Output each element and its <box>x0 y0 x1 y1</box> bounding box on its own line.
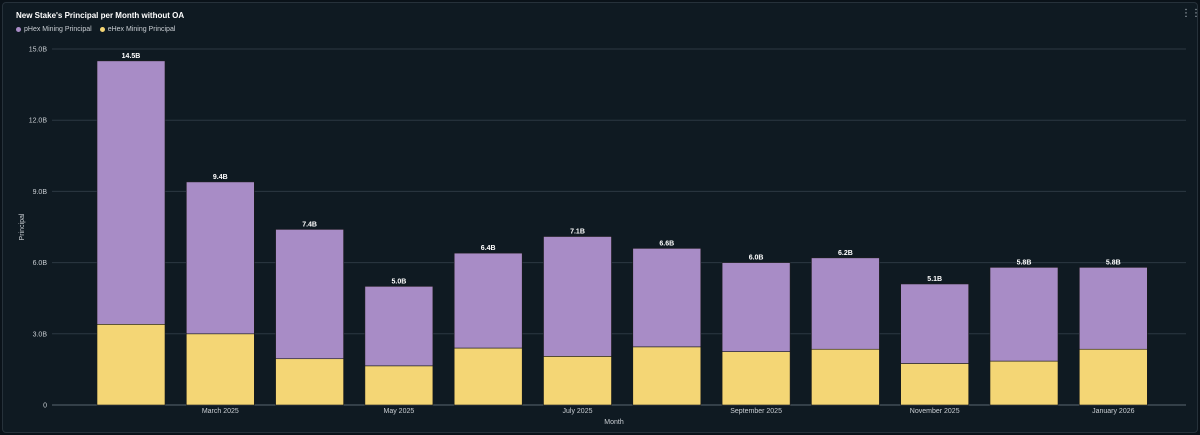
bar-phex <box>721 262 791 352</box>
bar-total-label: 7.1B <box>570 228 585 235</box>
bar-total-label: 5.0B <box>392 278 407 285</box>
x-tick-label: May 2025 <box>384 408 415 415</box>
bar-ehex <box>96 324 166 406</box>
y-tick-label: 12.0B <box>29 118 48 125</box>
legend-swatch-phex <box>16 27 21 32</box>
bar-phex <box>900 283 970 364</box>
bar-ehex <box>453 347 523 406</box>
bar-total-label: 7.4B <box>302 221 317 228</box>
bar-ehex <box>1079 348 1148 406</box>
bar-ehex <box>543 356 612 406</box>
x-tick-label: January 2026 <box>1092 408 1135 415</box>
bar-ehex <box>900 363 970 406</box>
y-tick-label: 6.0B <box>33 260 48 267</box>
bar-ehex <box>632 346 702 406</box>
bar-ehex <box>811 348 880 406</box>
bar-total-label: 14.5B <box>122 53 141 60</box>
bar-total-label: 6.0B <box>749 255 764 262</box>
bar-phex <box>186 181 255 335</box>
x-tick-label: July 2025 <box>563 408 593 415</box>
y-tick-label: 3.0B <box>33 331 48 338</box>
legend-item-phex[interactable]: pHex Mining Principal <box>16 26 92 33</box>
panel-menu-icon[interactable]: ⋮⋮ <box>1181 8 1200 19</box>
bar-total-label: 6.6B <box>659 240 674 247</box>
bar-total-label: 6.2B <box>838 250 853 257</box>
bar-phex <box>275 229 344 360</box>
y-tick-label: 9.0B <box>33 189 48 196</box>
bar-phex <box>989 267 1059 362</box>
bar-phex <box>811 257 880 350</box>
y-axis-title: Principal <box>19 213 26 240</box>
bar-phex <box>453 252 523 349</box>
y-tick-label: 0 <box>43 403 47 410</box>
legend-label-ehex: eHex Mining Principal <box>107 26 176 33</box>
bar-ehex <box>275 358 344 406</box>
bar-ehex <box>364 365 434 406</box>
x-axis-title: Month <box>604 419 624 426</box>
x-tick-label: March 2025 <box>202 408 239 415</box>
bar-total-label: 5.8B <box>1017 259 1032 266</box>
x-tick-label: September 2025 <box>730 408 782 415</box>
chart-title: New Stake's Principal per Month without … <box>16 11 185 20</box>
bar-ehex <box>989 360 1059 406</box>
legend-item-ehex[interactable]: eHex Mining Principal <box>99 26 176 33</box>
y-tick-label: 15.0B <box>29 47 48 54</box>
legend-label-phex: pHex Mining Principal <box>24 26 92 33</box>
bar-phex <box>632 248 702 348</box>
bar-phex <box>1079 267 1148 350</box>
bar-phex <box>364 286 434 367</box>
bar-phex <box>96 60 166 325</box>
bar-total-label: 5.1B <box>927 276 942 283</box>
bar-total-label: 6.4B <box>481 245 496 252</box>
x-tick-label: November 2025 <box>910 408 960 415</box>
chart-legend: pHex Mining Principal eHex Mining Princi… <box>16 26 175 33</box>
bar-ehex <box>721 351 791 406</box>
bar-phex <box>543 236 612 357</box>
bar-total-label: 5.8B <box>1106 259 1121 266</box>
bar-ehex <box>186 333 255 406</box>
legend-swatch-ehex <box>99 27 105 32</box>
bar-total-label: 9.4B <box>213 174 228 181</box>
